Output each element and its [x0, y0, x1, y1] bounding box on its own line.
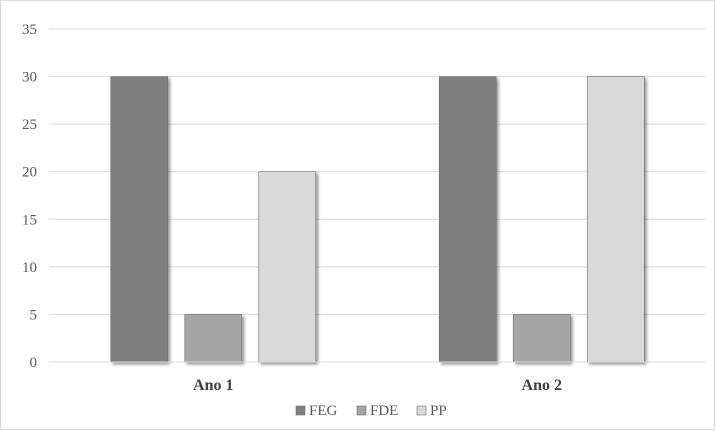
- legend: FEG FDE PP: [295, 403, 447, 419]
- y-tick-label: 15: [22, 212, 37, 228]
- y-tick-label: 5: [30, 307, 38, 323]
- legend-label-pp: PP: [430, 403, 447, 419]
- y-tick-label: 10: [22, 260, 37, 276]
- bar-fde-2: [512, 314, 571, 363]
- bar-pp-1: [258, 171, 317, 363]
- y-tick-label: 25: [22, 117, 37, 133]
- y-tick-label: 0: [30, 355, 38, 371]
- bar-fde-1: [184, 314, 243, 363]
- y-tick-label: 20: [22, 165, 37, 181]
- bar-feg-2: [438, 76, 497, 363]
- bar-pp-2: [586, 76, 645, 363]
- legend-swatch-feg: [295, 405, 306, 416]
- y-tick-label: 35: [22, 22, 37, 38]
- x-axis-category-labels: Ano 1 Ano 2: [193, 377, 562, 394]
- bars: [110, 76, 645, 363]
- y-axis-tick-labels: 0 5 10 15 20 25 30 35: [22, 22, 37, 371]
- x-category-label: Ano 1: [193, 377, 233, 394]
- x-category-label: Ano 2: [522, 377, 562, 394]
- legend-swatch-pp: [416, 405, 427, 416]
- legend-label-feg: FEG: [309, 403, 338, 419]
- legend-label-fde: FDE: [370, 403, 398, 419]
- legend-swatch-fde: [356, 405, 367, 416]
- y-tick-label: 30: [22, 70, 37, 86]
- bar-feg-1: [110, 76, 169, 363]
